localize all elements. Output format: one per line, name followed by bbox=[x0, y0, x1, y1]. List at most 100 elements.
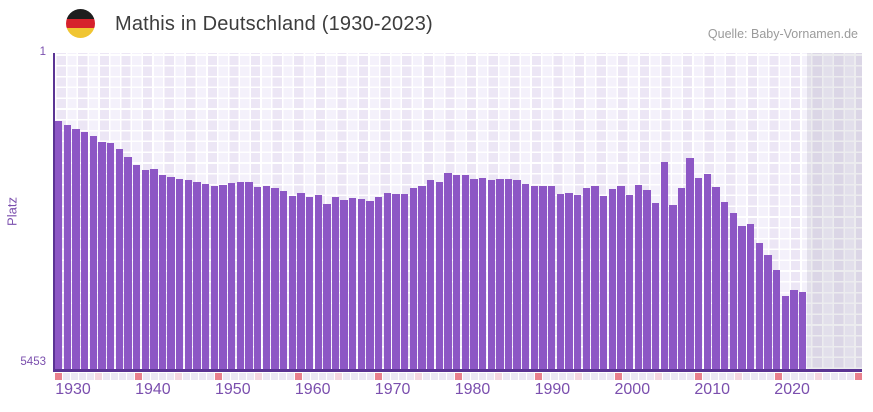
y-axis-title: Platz bbox=[4, 197, 20, 226]
bar-year-1978[interactable] bbox=[409, 188, 418, 369]
bar-year-2005[interactable] bbox=[643, 189, 651, 369]
bar-year-1996[interactable] bbox=[565, 193, 573, 369]
bar-year-2004[interactable] bbox=[634, 184, 642, 369]
bar-year-1966[interactable] bbox=[305, 197, 314, 369]
bar-year-1959[interactable] bbox=[245, 181, 253, 369]
bar-year-1938[interactable] bbox=[63, 124, 72, 369]
bar-year-2009[interactable] bbox=[677, 188, 686, 369]
bar-year-1974[interactable] bbox=[375, 197, 383, 369]
bar-year-1971[interactable] bbox=[349, 198, 357, 369]
bar-year-1981[interactable] bbox=[435, 181, 443, 369]
bar-year-1967[interactable] bbox=[314, 194, 322, 369]
timeline-cell bbox=[311, 372, 319, 380]
bar-year-2022[interactable] bbox=[790, 289, 798, 369]
bar-year-1968[interactable] bbox=[323, 204, 331, 369]
bar-year-2008[interactable] bbox=[669, 204, 677, 369]
bar-year-1940[interactable] bbox=[80, 131, 89, 369]
bar-year-1965[interactable] bbox=[297, 193, 305, 369]
bar-year-2019[interactable] bbox=[764, 254, 772, 369]
bar-year-1987[interactable] bbox=[487, 179, 495, 369]
bar-year-1983[interactable] bbox=[452, 175, 461, 369]
bar-year-1973[interactable] bbox=[366, 201, 374, 369]
bar-year-1957[interactable] bbox=[228, 183, 236, 369]
bar-year-2007[interactable] bbox=[660, 161, 668, 369]
bar-year-1947[interactable] bbox=[141, 169, 149, 369]
bar-year-2015[interactable] bbox=[729, 213, 738, 369]
x-tick-1990: 1990 bbox=[534, 381, 571, 398]
bar-year-1945[interactable] bbox=[124, 157, 132, 369]
bar-year-1956[interactable] bbox=[219, 184, 227, 369]
bar-year-1972[interactable] bbox=[357, 199, 366, 369]
bar-year-1958[interactable] bbox=[236, 182, 245, 369]
timeline-cell bbox=[479, 372, 487, 380]
bar-year-1999[interactable] bbox=[591, 186, 599, 369]
timeline-cell bbox=[791, 372, 799, 380]
bar-year-1992[interactable] bbox=[530, 185, 539, 369]
bar-year-1955[interactable] bbox=[210, 186, 219, 369]
bar-year-1986[interactable] bbox=[478, 177, 487, 369]
bar-year-1962[interactable] bbox=[271, 188, 279, 369]
bar-year-2010[interactable] bbox=[686, 158, 694, 369]
bar-year-1976[interactable] bbox=[392, 193, 400, 369]
bar-year-1941[interactable] bbox=[89, 135, 97, 369]
bar-year-2006[interactable] bbox=[651, 203, 660, 369]
bar-year-2021[interactable] bbox=[781, 296, 789, 369]
bar-year-1949[interactable] bbox=[158, 174, 167, 369]
bar-year-2003[interactable] bbox=[625, 195, 634, 369]
bar-year-1970[interactable] bbox=[340, 199, 348, 369]
bar-year-1943[interactable] bbox=[106, 142, 115, 369]
bar-year-2013[interactable] bbox=[712, 187, 720, 369]
bar-year-1991[interactable] bbox=[522, 184, 530, 369]
timeline-cell-decade bbox=[695, 372, 703, 380]
bar-year-1937[interactable] bbox=[55, 120, 63, 369]
bar-year-1993[interactable] bbox=[539, 186, 547, 369]
bar-year-1995[interactable] bbox=[556, 194, 565, 369]
bar-year-1994[interactable] bbox=[548, 186, 556, 369]
bar-year-1952[interactable] bbox=[184, 179, 193, 369]
timeline-cell bbox=[223, 372, 231, 380]
bar-year-2023[interactable] bbox=[798, 292, 807, 369]
bar-year-1982[interactable] bbox=[444, 173, 452, 369]
bar-year-1964[interactable] bbox=[288, 196, 296, 369]
bar-year-2001[interactable] bbox=[608, 188, 616, 369]
bar-year-1977[interactable] bbox=[401, 193, 409, 369]
bar-year-1961[interactable] bbox=[262, 186, 270, 369]
timeline-cell bbox=[631, 372, 639, 380]
timeline-cell-decade bbox=[135, 372, 143, 380]
bar-year-1951[interactable] bbox=[176, 179, 184, 369]
bar-year-2012[interactable] bbox=[703, 174, 712, 369]
bar-year-1954[interactable] bbox=[202, 183, 210, 369]
timeline-cell-half-decade bbox=[255, 372, 263, 380]
bar-year-1953[interactable] bbox=[193, 181, 201, 369]
bar-year-1944[interactable] bbox=[115, 149, 123, 369]
bar-year-1975[interactable] bbox=[383, 193, 392, 369]
bar-year-1948[interactable] bbox=[150, 169, 158, 369]
bar-year-1939[interactable] bbox=[72, 129, 80, 369]
bar-year-1984[interactable] bbox=[461, 175, 469, 369]
bar-year-2014[interactable] bbox=[721, 202, 729, 369]
bar-year-1997[interactable] bbox=[574, 194, 582, 369]
bar-year-2018[interactable] bbox=[755, 243, 764, 369]
bar-year-2000[interactable] bbox=[599, 196, 608, 369]
bar-year-2011[interactable] bbox=[695, 178, 703, 369]
bar-year-2017[interactable] bbox=[747, 224, 755, 369]
bar-year-1942[interactable] bbox=[98, 141, 106, 369]
bar-year-1946[interactable] bbox=[132, 164, 141, 369]
bar-year-1998[interactable] bbox=[582, 188, 591, 369]
bar-year-2016[interactable] bbox=[738, 225, 746, 369]
bar-year-1979[interactable] bbox=[418, 185, 426, 369]
bar-year-2020[interactable] bbox=[772, 269, 781, 369]
bar-year-1950[interactable] bbox=[167, 177, 175, 369]
bar-year-1980[interactable] bbox=[426, 179, 435, 369]
bar-year-1960[interactable] bbox=[253, 187, 262, 369]
bar-year-1989[interactable] bbox=[504, 179, 513, 369]
x-tick-1980: 1980 bbox=[454, 381, 491, 398]
timeline-cell bbox=[727, 372, 735, 380]
timeline-cell bbox=[119, 372, 127, 380]
bar-year-1963[interactable] bbox=[279, 191, 288, 369]
bar-year-1990[interactable] bbox=[513, 180, 521, 369]
bar-year-1985[interactable] bbox=[470, 178, 478, 369]
bar-year-1988[interactable] bbox=[496, 179, 504, 369]
bar-year-2002[interactable] bbox=[617, 185, 625, 369]
bar-year-1969[interactable] bbox=[331, 197, 340, 369]
